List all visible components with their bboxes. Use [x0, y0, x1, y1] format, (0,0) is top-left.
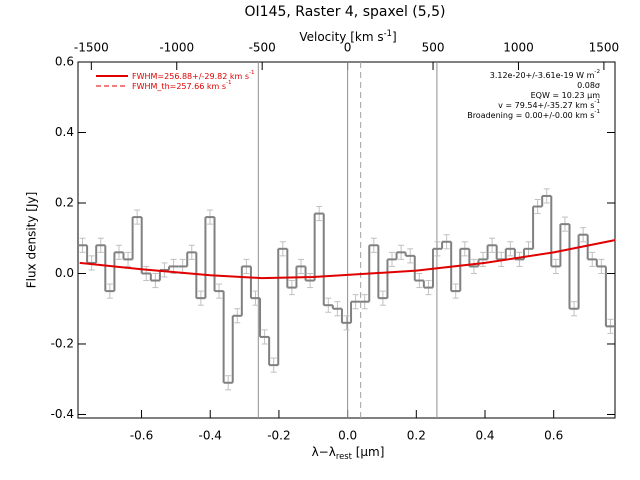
x2-tick-label: 500	[422, 41, 445, 55]
y-tick-label: 0.6	[55, 55, 74, 69]
annotation-part: EQW = 10.23 μm	[531, 91, 601, 100]
annotation: v = 79.54+/-35.27 km s-1	[498, 99, 600, 110]
y-tick-label: -0.2	[51, 336, 74, 350]
x-axis-label: λ−λrest [μm]	[312, 445, 385, 461]
legend-label: FWHM_th=257.66 km s-1	[132, 80, 232, 91]
x2-axis-label-part: Velocity [km s	[299, 30, 383, 44]
legend-label-part: FWHM=256.88+/-29.82 km s	[132, 72, 249, 81]
x2-tick-label: 0	[344, 41, 352, 55]
x2-tick-label: 1000	[503, 41, 534, 55]
annotation: Broadening = 0.00+/-0.00 km s-1	[467, 109, 600, 120]
x2-axis-label-sup: -1	[384, 28, 392, 38]
x-tick-label: 0.0	[338, 429, 357, 443]
x2-tick-label: -500	[249, 41, 276, 55]
x-axis-label-end: [μm]	[352, 445, 385, 459]
annotation-part: 0.08σ	[577, 81, 600, 90]
fit-line	[79, 239, 616, 280]
legend-label: FWHM=256.88+/-29.82 km s-1	[132, 70, 255, 81]
annotation: 3.12e-20+/-3.61e-19 W m-2	[490, 69, 600, 80]
x-tick-label: -0.4	[199, 429, 222, 443]
legend-label-part: FWHM_th=257.66 km s	[132, 82, 226, 91]
annotation-part: v = 79.54+/-35.27 km s	[498, 101, 594, 110]
annotation-part: Broadening = 0.00+/-0.00 km s	[467, 111, 594, 120]
x-tick-label: 0.4	[475, 429, 494, 443]
x2-tick-label: 1500	[589, 41, 620, 55]
x-axis-label-part: λ−λ	[312, 445, 336, 459]
x2-tick-label: -1000	[159, 41, 194, 55]
x-tick-label: 0.6	[544, 429, 563, 443]
y-tick-label: -0.4	[51, 407, 74, 421]
y-tick-label: 0.2	[55, 195, 74, 209]
legend-label-sup: -1	[226, 80, 232, 86]
annotation-sup: -2	[594, 69, 600, 75]
y-axis-label: Flux density [Jy]	[25, 192, 39, 289]
x2-tick-label: -1500	[74, 41, 109, 55]
annotation: 0.08σ	[577, 81, 600, 90]
y-tick-label: 0.0	[55, 266, 74, 280]
x-axis-label-sub: rest	[336, 451, 353, 461]
legend-label-sup: -1	[249, 70, 255, 76]
annotation-sup: -1	[594, 109, 600, 115]
x2-axis-label: Velocity [km s-1]	[299, 28, 396, 44]
annotation-sup: -1	[594, 99, 600, 105]
annotation: EQW = 10.23 μm	[531, 91, 601, 100]
x-tick-label: -0.2	[267, 429, 290, 443]
chart-title: OI145, Raster 4, spaxel (5,5)	[245, 4, 446, 20]
y-tick-label: 0.4	[55, 125, 74, 139]
x2-axis-label-end: ]	[392, 30, 397, 44]
annotation-part: 3.12e-20+/-3.61e-19 W m	[490, 71, 595, 80]
x-tick-label: 0.2	[407, 429, 426, 443]
x-tick-label: -0.6	[130, 429, 153, 443]
